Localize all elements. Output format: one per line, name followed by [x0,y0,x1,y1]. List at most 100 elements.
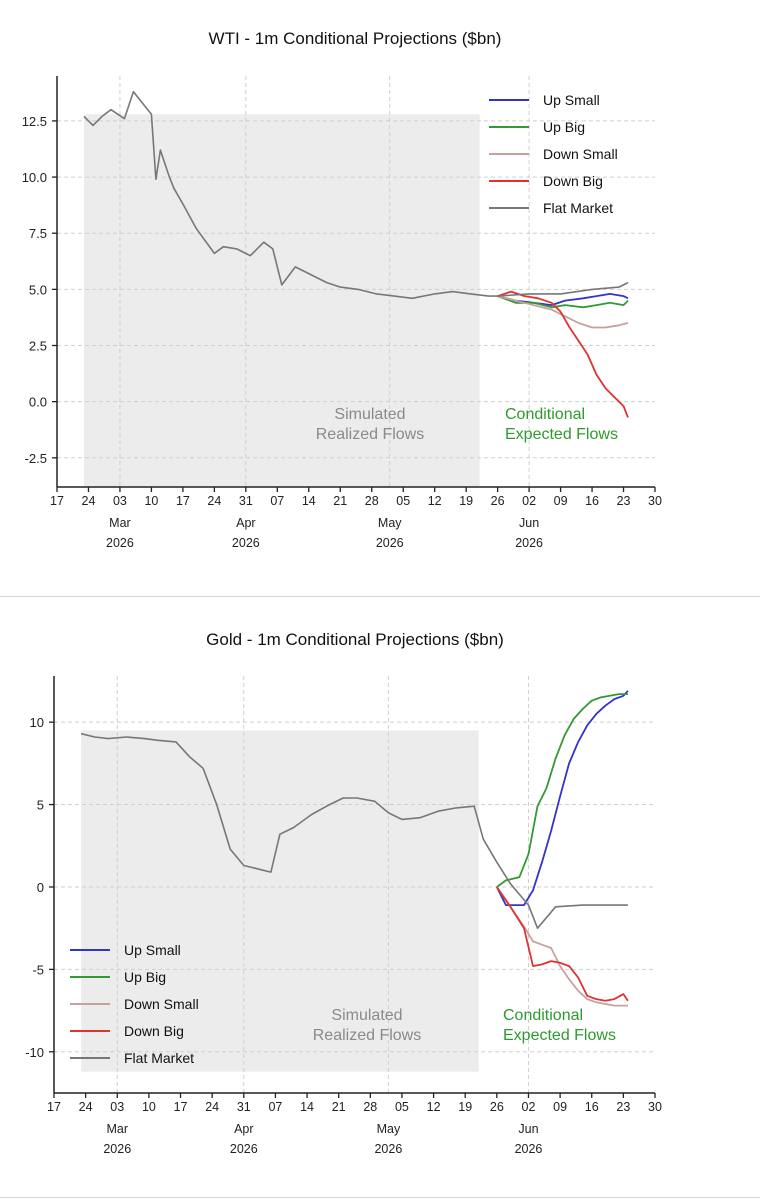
x-year-label: 2026 [376,536,404,550]
x-month-label: Mar [109,516,131,530]
x-tick-label: 14 [300,1100,314,1114]
x-month-label: Apr [234,1122,253,1136]
chart-title: Gold - 1m Conditional Projections ($bn) [206,630,504,649]
y-tick-label: 0 [37,880,44,895]
y-tick-label: -10 [25,1045,44,1060]
x-tick-label: 09 [553,1100,567,1114]
x-year-label: 2026 [515,536,543,550]
x-tick-label: 19 [459,494,473,508]
x-month-label: Jun [518,1122,538,1136]
legend-label: Up Big [124,969,166,985]
x-month-label: May [377,1122,401,1136]
x-tick-label: 19 [458,1100,472,1114]
y-tick-label: 5.0 [29,282,47,297]
x-tick-label: 21 [333,494,347,508]
realized-flows-annotation: Realized Flows [313,1027,421,1044]
realized-flows-annotation: Simulated [334,406,405,423]
x-tick-label: 24 [205,1100,219,1114]
x-year-label: 2026 [106,536,134,550]
x-tick-label: 09 [554,494,568,508]
x-month-label: Apr [236,516,255,530]
x-tick-label: 23 [616,1100,630,1114]
y-tick-label: 5 [37,798,44,813]
legend-label: Down Big [543,173,603,189]
x-tick-label: 03 [113,494,127,508]
realized-shade [83,114,480,487]
x-tick-label: 30 [648,494,662,508]
expected-flows-annotation: Expected Flows [503,1027,616,1044]
series-line-down-small [496,886,628,1007]
x-year-label: 2026 [103,1142,131,1156]
x-tick-label: 12 [428,494,442,508]
expected-flows-annotation: Conditional [503,1007,583,1024]
y-tick-label: 12.5 [22,114,47,129]
legend-label: Flat Market [543,200,613,216]
panel-divider [0,596,760,597]
x-tick-label: 05 [396,494,410,508]
series-line-down-big [496,886,629,1002]
legend-label: Down Big [124,1023,184,1039]
x-tick-label: 02 [522,494,536,508]
wti-chart-panel: WTI - 1m Conditional Projections ($bn) 12… [0,0,760,598]
series-line-up-small [495,690,629,907]
x-tick-label: 10 [144,494,158,508]
y-tick-label: 2.5 [29,339,47,354]
y-tick-label: -2.5 [25,451,47,466]
x-tick-label: 10 [142,1100,156,1114]
x-tick-label: 17 [47,1100,61,1114]
y-tick-label: 10 [30,715,44,730]
legend-label: Down Small [124,996,199,1012]
y-tick-label: 7.5 [29,226,47,241]
realized-shade [81,730,479,1072]
x-year-label: 2026 [230,1142,258,1156]
x-tick-label: 28 [365,494,379,508]
series-line-up-small [497,292,629,307]
x-tick-label: 07 [268,1100,282,1114]
x-tick-label: 16 [585,494,599,508]
x-tick-label: 24 [207,494,221,508]
series-line-flat-market [83,90,629,300]
x-tick-label: 31 [237,1100,251,1114]
gold-chart-panel: Gold - 1m Conditional Projections ($bn) 1… [0,598,760,1196]
x-year-label: 2026 [232,536,260,550]
x-tick-label: 24 [79,1100,93,1114]
x-tick-label: 12 [427,1100,441,1114]
series-line-down-small [497,295,629,329]
expected-flows-annotation: Expected Flows [505,426,618,443]
legend-label: Up Small [543,92,600,108]
x-tick-label: 14 [302,494,316,508]
series-line-down-big [497,290,629,418]
x-year-label: 2026 [515,1142,543,1156]
x-tick-label: 30 [648,1100,662,1114]
x-tick-label: 02 [522,1100,536,1114]
wti-chart: WTI - 1m Conditional Projections ($bn) 12… [22,29,662,550]
gold-chart: Gold - 1m Conditional Projections ($bn) 1… [25,630,662,1156]
x-tick-label: 21 [332,1100,346,1114]
page-bottom-divider [0,1197,760,1198]
x-month-label: May [378,516,402,530]
x-tick-label: 23 [617,494,631,508]
x-month-label: Jun [519,516,539,530]
legend-label: Up Big [543,119,585,135]
x-tick-label: 17 [176,494,190,508]
x-tick-label: 24 [82,494,96,508]
y-tick-label: 10.0 [22,170,47,185]
y-tick-label: 0.0 [29,395,47,410]
realized-flows-annotation: Simulated [331,1007,402,1024]
x-tick-label: 16 [585,1100,599,1114]
expected-flows-annotation: Conditional [505,406,585,423]
x-tick-label: 07 [270,494,284,508]
legend-label: Down Small [543,146,618,162]
chart-title: WTI - 1m Conditional Projections ($bn) [209,29,502,48]
series-line-up-big [496,693,628,888]
x-tick-label: 26 [490,1100,504,1114]
realized-flows-annotation: Realized Flows [316,426,424,443]
x-tick-label: 17 [174,1100,188,1114]
series-line-flat-market [80,732,628,930]
x-tick-label: 28 [363,1100,377,1114]
x-tick-label: 17 [50,494,64,508]
legend-label: Flat Market [124,1050,194,1066]
x-tick-label: 05 [395,1100,409,1114]
x-year-label: 2026 [374,1142,402,1156]
x-tick-label: 26 [491,494,505,508]
